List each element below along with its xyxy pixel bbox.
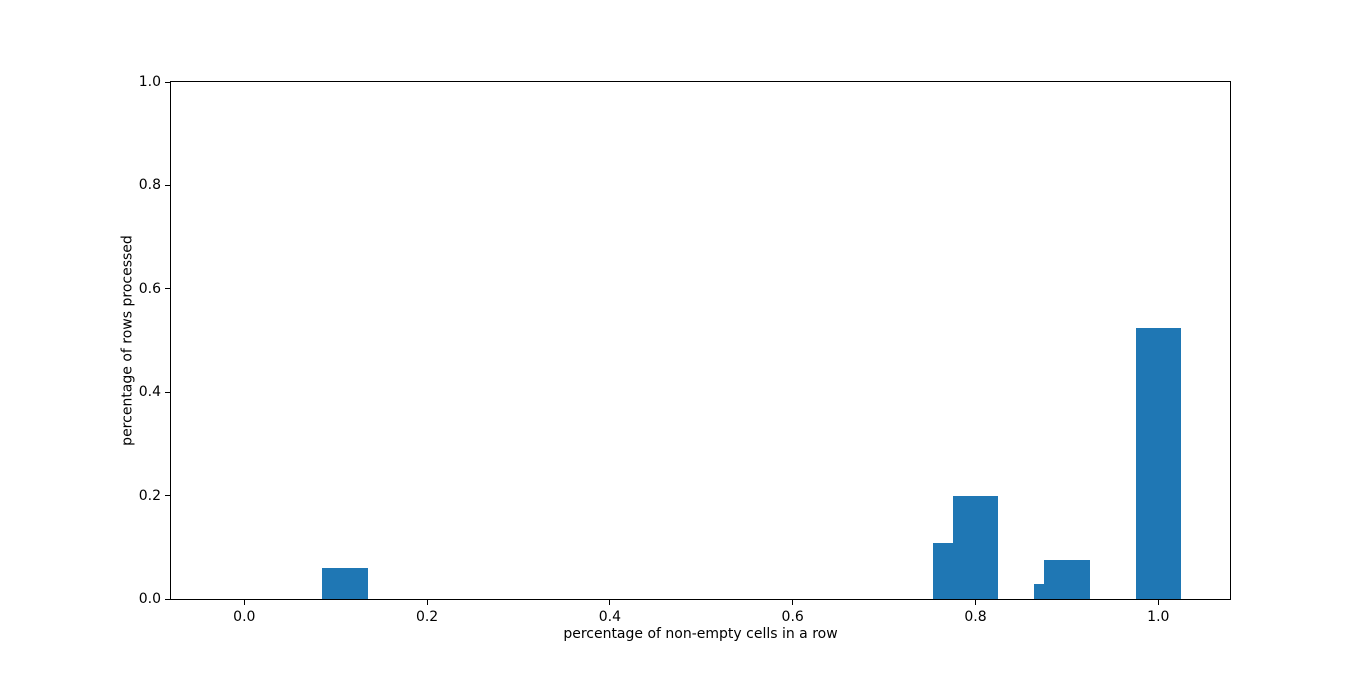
x-tick-mark [609,600,611,605]
y-tick-mark [165,495,170,497]
x-tick-label: 0.4 [598,609,622,625]
y-tick-label: 1.0 [138,74,161,90]
y-tick-label: 0.0 [138,591,161,607]
plot-area [170,81,1231,600]
y-tick-mark [165,598,170,600]
bar [1044,559,1090,599]
y-tick-mark [165,81,170,83]
y-tick-mark [165,391,170,393]
x-tick-mark [426,600,428,605]
y-tick-label: 0.2 [138,487,161,504]
bar [1135,327,1182,599]
x-axis-label: percentage of non-empty cells in a row [563,626,838,642]
x-tick-mark [1157,600,1159,605]
x-tick-label: 0.0 [233,609,256,625]
x-tick-mark [243,600,245,605]
bar [952,495,999,599]
y-tick-label: 0.4 [138,384,161,401]
y-axis-label: percentage of rows processed [119,235,136,446]
y-tick-label: 0.8 [138,177,161,194]
y-tick-mark [165,288,170,290]
x-tick-mark [792,600,794,605]
x-tick-mark [975,600,976,605]
y-tick-mark [165,184,170,186]
y-tick-label: 0.6 [138,280,161,297]
x-tick-label: 0.8 [964,609,987,625]
x-tick-label: 0.2 [415,609,439,625]
x-tick-label: 0.6 [781,609,804,625]
bar [322,567,368,599]
x-tick-label: 1.0 [1147,609,1170,625]
